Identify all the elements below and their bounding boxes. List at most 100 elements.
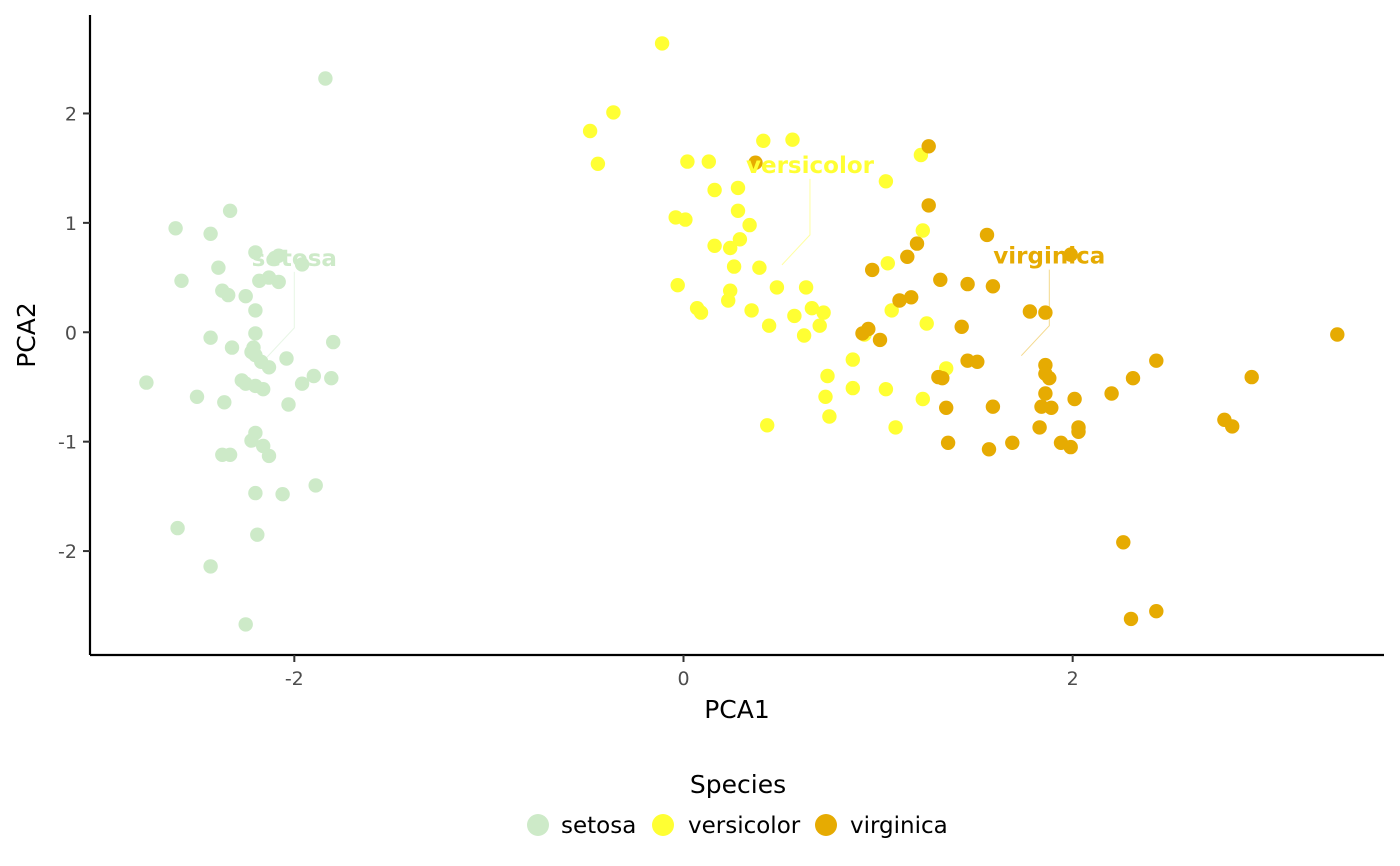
point-setosa (211, 260, 226, 275)
point-virginica (1067, 391, 1082, 407)
point-virginica (1104, 386, 1119, 401)
point-virginica (872, 332, 888, 348)
point-versicolor (816, 305, 831, 320)
point-versicolor (707, 182, 722, 198)
point-virginica (1116, 535, 1131, 550)
point-virginica (1244, 369, 1259, 385)
point-versicolor (919, 316, 934, 331)
point-virginica (939, 400, 954, 415)
point-setosa (281, 397, 296, 412)
point-setosa (275, 487, 290, 502)
point-virginica (921, 139, 936, 154)
point-setosa (308, 478, 323, 493)
x-axis-title: PCA1 (704, 695, 770, 724)
point-setosa (294, 376, 310, 391)
point-versicolor (804, 301, 820, 316)
group-label-setosa: setosa (252, 246, 337, 272)
point-setosa (261, 448, 277, 464)
point-virginica (909, 236, 925, 251)
legend-items: setosa versicolor virginica (527, 813, 948, 839)
group-label-versicolor: versicolor (746, 153, 875, 179)
point-setosa (256, 382, 271, 397)
point-versicolor (878, 382, 894, 397)
point-versicolor (785, 132, 800, 147)
point-setosa (203, 226, 218, 241)
point-virginica (1149, 604, 1164, 619)
point-versicolor (769, 280, 785, 295)
point-virginica (960, 276, 975, 292)
point-versicolor (760, 418, 775, 433)
point-virginica (1330, 327, 1345, 342)
point-versicolor (752, 260, 767, 275)
point-virginica (1123, 611, 1139, 627)
point-virginica (855, 326, 870, 341)
point-setosa (306, 368, 321, 384)
point-setosa (238, 289, 253, 304)
point-versicolor (796, 328, 812, 343)
point-versicolor (845, 380, 860, 396)
point-versicolor (730, 203, 746, 218)
point-setosa (324, 371, 339, 386)
point-versicolor (787, 308, 802, 324)
point-versicolor (732, 232, 748, 247)
point-setosa (318, 71, 333, 86)
point-versicolor (744, 303, 759, 318)
point-virginica (985, 279, 1001, 294)
point-versicolor (678, 212, 693, 227)
point-virginica (931, 369, 946, 385)
point-versicolor (693, 305, 709, 320)
point-virginica (954, 319, 969, 334)
point-setosa (238, 617, 253, 632)
point-virginica (748, 155, 763, 170)
point-setosa (267, 250, 283, 266)
points-layer (139, 36, 1345, 632)
x-tick-label: 0 (677, 668, 689, 690)
connector-versicolor (781, 178, 811, 266)
point-setosa (244, 433, 259, 448)
point-versicolor (721, 293, 736, 308)
point-virginica (1071, 424, 1086, 439)
point-virginica (1042, 371, 1057, 386)
point-versicolor (820, 368, 835, 384)
point-setosa (224, 340, 240, 355)
point-versicolor (670, 278, 685, 293)
point-virginica (1063, 247, 1078, 262)
point-setosa (168, 221, 183, 236)
point-versicolor (915, 223, 930, 238)
point-virginica (904, 290, 919, 305)
y-tick-label: 0 (65, 322, 77, 344)
point-setosa (294, 257, 310, 272)
legend-label-virginica: virginica (850, 813, 948, 839)
point-versicolor (707, 238, 722, 253)
point-virginica (1063, 439, 1078, 455)
point-setosa (222, 447, 238, 462)
y-axis-title: PCA2 (12, 302, 41, 368)
point-setosa (279, 351, 294, 366)
point-versicolor (730, 180, 746, 196)
connector-virginica (1020, 269, 1050, 357)
point-versicolor (582, 123, 598, 139)
point-setosa (217, 395, 232, 410)
connector-setosa (265, 271, 295, 359)
point-virginica (900, 249, 915, 264)
point-versicolor (818, 389, 833, 404)
point-versicolor (822, 409, 837, 424)
point-versicolor (723, 240, 738, 256)
point-virginica (1044, 400, 1059, 415)
point-versicolor (680, 154, 695, 169)
point-versicolor (888, 420, 903, 435)
point-virginica (985, 399, 1001, 414)
point-setosa (248, 485, 263, 501)
point-setosa (248, 303, 263, 318)
y-tick-label: 2 (65, 103, 77, 125)
point-versicolor (812, 318, 827, 333)
group-label-virginica: virginica (993, 244, 1105, 270)
point-versicolor (878, 174, 894, 189)
point-versicolor (654, 36, 670, 51)
point-virginica (921, 198, 936, 213)
legend-label-versicolor: versicolor (688, 813, 801, 839)
point-versicolor (701, 154, 716, 169)
point-versicolor (761, 318, 777, 333)
x-tick-label: 2 (1067, 668, 1079, 690)
